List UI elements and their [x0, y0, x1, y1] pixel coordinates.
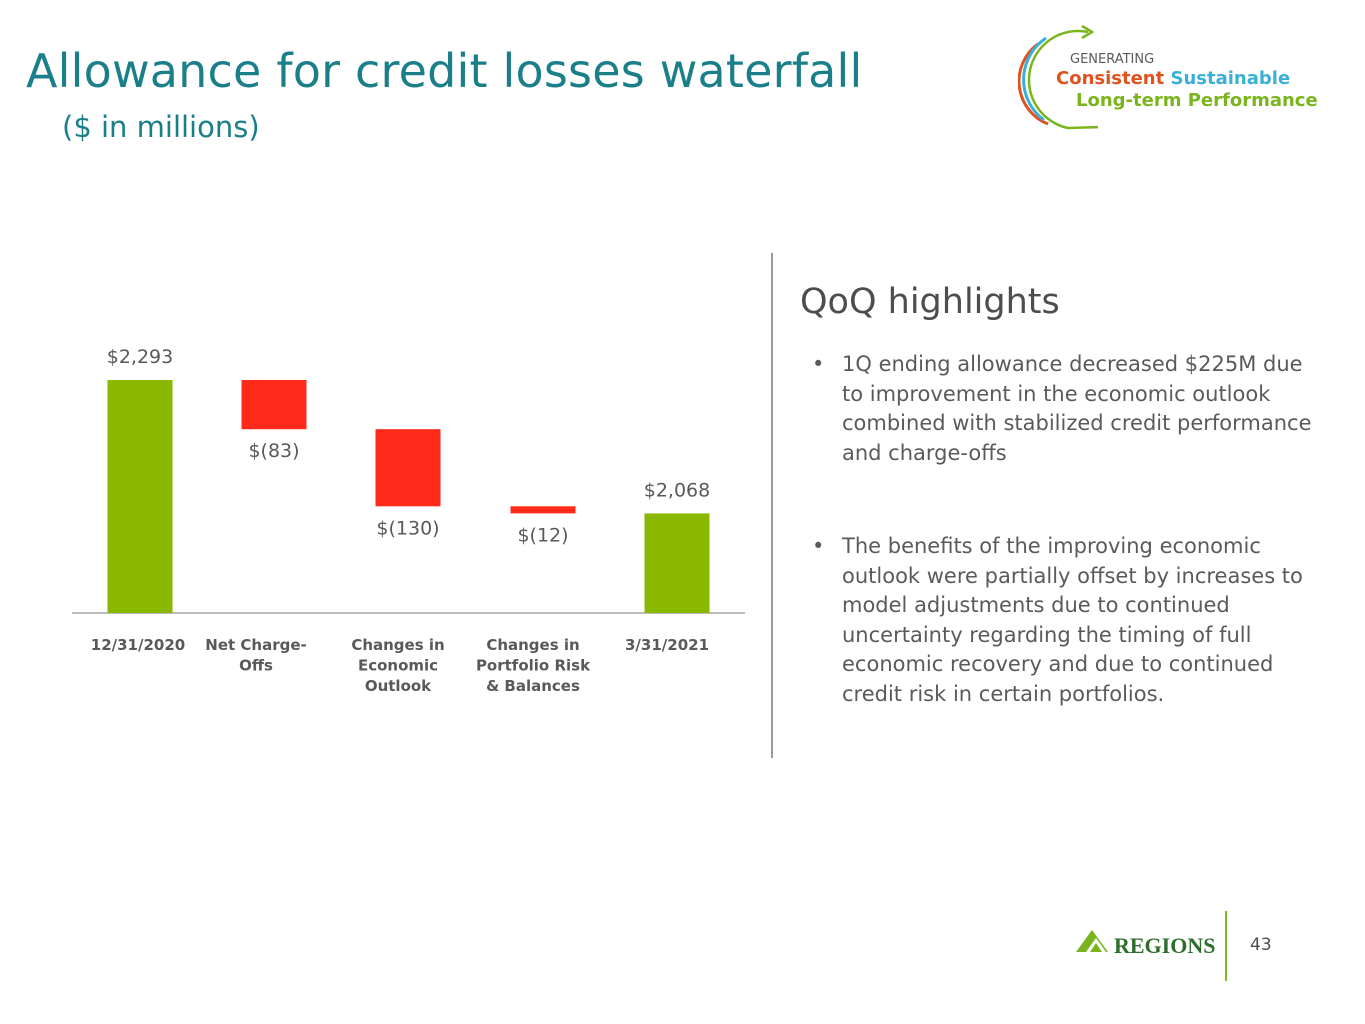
footer-divider [1225, 911, 1227, 981]
logo-consistent: Consistent [1056, 68, 1165, 89]
total-bar [107, 380, 173, 613]
decrease-bar [241, 380, 307, 430]
total-bar [644, 513, 710, 613]
page-number: 43 [1250, 935, 1272, 955]
data-label: $2,293 [107, 346, 173, 368]
page-title: Allowance for credit losses waterfall [26, 44, 863, 98]
logo-long-term: Long-term Performance [1076, 90, 1318, 111]
regions-wordmark: REGIONS [1114, 933, 1215, 958]
highlight-bullet: 1Q ending allowance decreased $225M due … [812, 350, 1317, 468]
category-tick-label: Portfolio Risk [476, 657, 591, 675]
regions-leaf-icon: REGIONS [1076, 930, 1215, 958]
category-tick-label: Outlook [365, 677, 432, 695]
vertical-divider [771, 253, 773, 758]
category-tick-label: Net Charge- [205, 636, 306, 654]
category-tick-label: Changes in [351, 636, 444, 654]
page-subtitle: ($ in millions) [62, 110, 260, 144]
logo-generating: GENERATING [1070, 52, 1155, 67]
highlight-bullet: The benefits of the improving economic o… [812, 532, 1317, 709]
category-tick-label: Offs [239, 657, 273, 675]
circular-arrows-icon [1017, 24, 1139, 130]
category-tick-label: Economic [358, 657, 438, 675]
regions-logo: REGIONS [1074, 926, 1224, 960]
decrease-bar [510, 506, 576, 514]
decrease-bar [375, 429, 441, 507]
highlights-title: QoQ highlights [800, 282, 1060, 322]
logo-sustainable: Sustainable [1170, 68, 1291, 89]
data-label: $(83) [248, 440, 299, 462]
waterfall-chart: $2,293 12/31/2020 $(83) Net Charge- Offs $(13… [72, 346, 745, 695]
category-tick-label: 3/31/2021 [625, 636, 709, 654]
category-tick-label: & Balances [486, 677, 580, 695]
logo-line2: Consistent Sustainable [1056, 68, 1290, 89]
category-tick-label: Changes in [486, 636, 579, 654]
data-label: $2,068 [644, 479, 710, 501]
category-tick-label: 12/31/2020 [91, 636, 185, 654]
data-label: $(130) [376, 517, 439, 539]
generating-performance-logo: GENERATING Consistent Sustainable Long-t… [1017, 24, 1318, 136]
data-label: $(12) [517, 524, 568, 546]
